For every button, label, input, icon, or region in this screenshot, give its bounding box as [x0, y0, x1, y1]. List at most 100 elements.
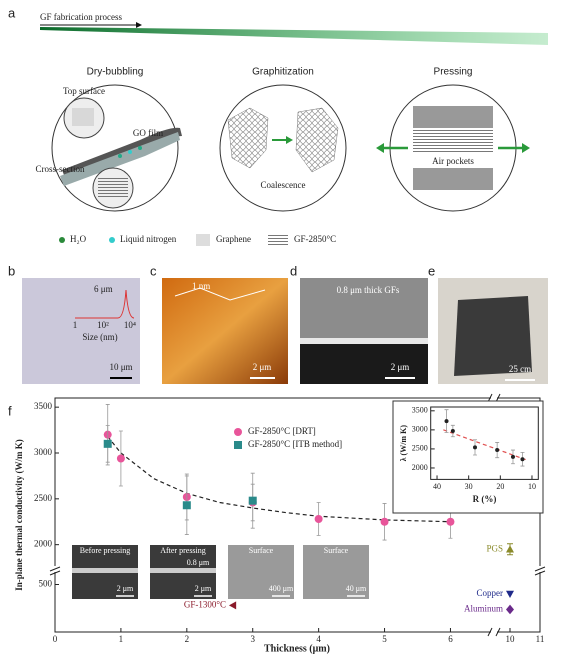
scale-label: 2 μm [117, 584, 134, 593]
axis-label: Size (nm) [82, 332, 117, 342]
x-tick-label: 10 [528, 482, 536, 491]
data-point [473, 445, 478, 450]
process-wedge [40, 27, 548, 45]
y-tick-label: 2000 [34, 539, 53, 549]
graphitization-diagram [219, 84, 347, 212]
data-point [520, 457, 525, 462]
legend-icon [268, 234, 288, 246]
film-layer [72, 568, 138, 573]
callout: Air pockets [432, 156, 474, 166]
axis-tick: 1 [73, 320, 78, 330]
inset-title: Surface [249, 546, 274, 555]
panel-label: d [290, 263, 297, 278]
y-tick-label: 3000 [412, 425, 428, 434]
y-tick-label: 2500 [34, 493, 53, 503]
inset-title: Before pressing [80, 546, 130, 555]
reference-point [506, 590, 514, 598]
y-tick-label: 2500 [412, 444, 428, 453]
data-point [450, 429, 455, 434]
x-axis-label: Thickness (μm) [264, 643, 330, 654]
reference-point [506, 545, 514, 553]
sem-inset [303, 545, 369, 599]
scale-label: 2 μm [195, 584, 212, 593]
data-point [444, 419, 449, 424]
data-point [314, 515, 323, 523]
scale-label: 2 μm [253, 362, 272, 372]
film [300, 338, 428, 344]
legend-marker [234, 428, 242, 436]
legend-text: Liquid nitrogen [120, 234, 177, 244]
x-tick-label: 2 [185, 634, 190, 644]
inset-frame [392, 400, 544, 514]
scale-label: 40 μm [346, 584, 367, 593]
y-tick-label: 500 [39, 579, 53, 589]
axis-break [487, 627, 501, 637]
axis-tick: 10² [97, 320, 109, 330]
plot-frame [54, 397, 541, 633]
panel-label: b [8, 263, 15, 278]
y-axis-label: λ (W/m K) [399, 425, 408, 462]
data-point [495, 448, 500, 453]
legend-icon [109, 237, 115, 243]
x-tick-label: 11 [536, 634, 545, 644]
panel-label: e [428, 263, 435, 278]
size-curve [75, 289, 135, 319]
data-point [116, 454, 125, 463]
axis-tick: 10⁴ [124, 320, 136, 330]
data-point [182, 501, 191, 510]
y-axis-label: In-plane thermal conductivity (W/m K) [14, 439, 24, 591]
inset-title: Surface [324, 546, 349, 555]
thermal-conductivity-chart: 0 1 2 3 4 5 6 10 11 500 2000 2500 3000 3500 Thickness … [14, 393, 546, 654]
callout: Coalescence [261, 180, 306, 190]
legend-marker [234, 441, 242, 449]
arrow-head [136, 22, 142, 28]
step-title: Dry-bubbling [87, 67, 144, 78]
y-tick-label: 3500 [412, 406, 428, 415]
callout: Cross-section [36, 164, 85, 174]
reference-point [506, 604, 514, 615]
scale-label: 25 cm [509, 364, 531, 374]
legend-text: GF-2850°C [DRT] [248, 426, 316, 436]
reference-point [228, 601, 237, 610]
legend-text: Graphene [216, 234, 251, 244]
legend-text: GF-2850°C [ITB method] [248, 439, 342, 449]
scale-label: 10 μm [109, 362, 132, 372]
data-point [380, 517, 389, 526]
y-tick-label: 2000 [412, 463, 428, 472]
callout: Top surface [63, 86, 105, 96]
sem-inset [228, 545, 294, 599]
profile [174, 287, 266, 301]
legend-text: GF-2850°C [294, 234, 336, 244]
axis-break [49, 566, 61, 576]
x-tick-label: 1 [119, 634, 124, 644]
x-tick-label: 10 [506, 634, 516, 644]
panel-label: a [8, 5, 16, 20]
legend-icon [59, 237, 65, 243]
y-tick-label: 3500 [34, 401, 53, 411]
axis-break-gap [491, 628, 497, 636]
scale-label: 400 μm [269, 584, 294, 593]
annotation: 6 μm [94, 284, 113, 294]
pressing-diagram [376, 84, 530, 212]
process-label: GF fabrication process [40, 12, 122, 22]
axis-break [534, 566, 546, 576]
inset-title: After pressing [160, 546, 206, 555]
x-tick-label: 5 [382, 634, 387, 644]
data-point [248, 496, 257, 505]
data-point [446, 517, 455, 526]
afm-image [162, 278, 288, 384]
x-tick-label: 40 [433, 482, 441, 491]
step-title: Graphitization [252, 67, 314, 78]
fit-line [443, 429, 526, 461]
x-tick-label: 30 [465, 482, 473, 491]
reference-label: Copper [477, 588, 504, 598]
callout: GO film [133, 128, 163, 138]
inset-annotation: 0.8 μm [187, 558, 210, 567]
data-point [510, 454, 515, 459]
step-title: Pressing [434, 67, 473, 78]
data-point [103, 439, 112, 448]
reference-label: Aluminum [464, 604, 503, 614]
reference-label: PGS [486, 543, 503, 553]
